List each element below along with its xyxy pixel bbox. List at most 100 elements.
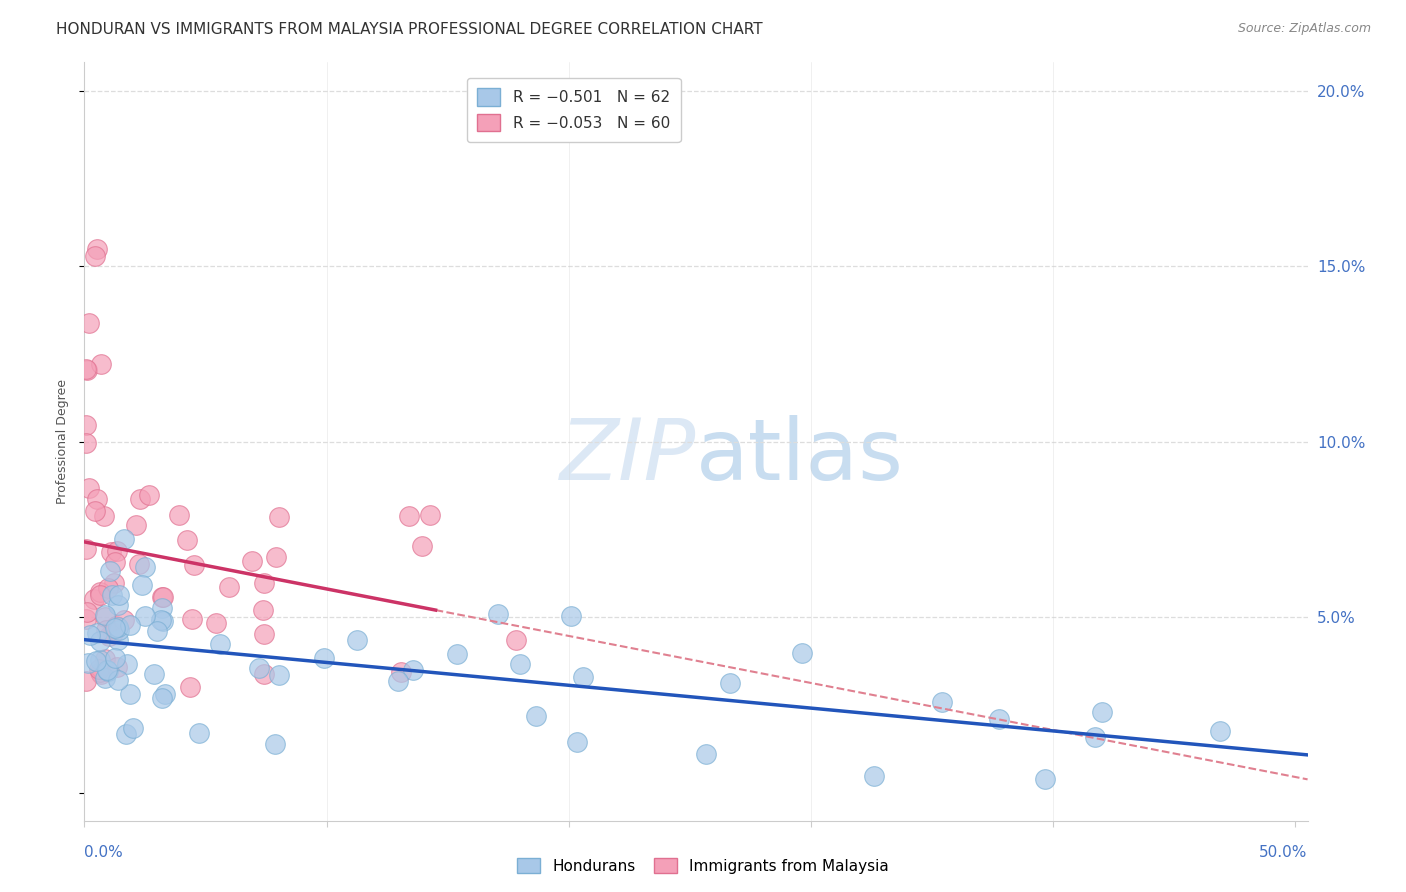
Y-axis label: Professional Degree: Professional Degree <box>56 379 69 504</box>
Point <box>240 554 263 568</box>
Point <box>169 508 191 522</box>
Point <box>89 585 111 599</box>
Point <box>77 481 100 495</box>
Point <box>486 607 509 621</box>
Point <box>134 560 156 574</box>
Point <box>411 540 433 554</box>
Point <box>86 242 108 256</box>
Text: 0.0%: 0.0% <box>84 846 124 860</box>
Point <box>179 680 201 694</box>
Point <box>264 737 287 751</box>
Point <box>264 549 287 564</box>
Point <box>505 632 527 647</box>
Point <box>86 625 108 640</box>
Point <box>138 487 160 501</box>
Point <box>188 725 211 739</box>
Point <box>83 504 105 518</box>
Point <box>77 316 100 330</box>
Point <box>105 619 128 633</box>
Point <box>128 557 150 571</box>
Point <box>89 633 111 648</box>
Point <box>267 510 290 524</box>
Point <box>155 687 177 701</box>
Point <box>100 545 122 559</box>
Point <box>152 615 174 629</box>
Text: Source: ZipAtlas.com: Source: ZipAtlas.com <box>1237 22 1371 36</box>
Point <box>98 564 121 578</box>
Text: HONDURAN VS IMMIGRANTS FROM MALAYSIA PROFESSIONAL DEGREE CORRELATION CHART: HONDURAN VS IMMIGRANTS FROM MALAYSIA PRO… <box>56 22 763 37</box>
Point <box>84 250 107 264</box>
Point <box>97 581 120 595</box>
Point <box>150 600 173 615</box>
Point <box>103 650 125 665</box>
Point <box>75 612 97 626</box>
Point <box>183 558 205 573</box>
Point <box>387 674 409 689</box>
Point <box>252 602 274 616</box>
Legend: Hondurans, Immigrants from Malaysia: Hondurans, Immigrants from Malaysia <box>512 852 894 880</box>
Point <box>931 695 953 709</box>
Point <box>1084 731 1107 745</box>
Point <box>152 591 174 605</box>
Point <box>718 676 741 690</box>
Point <box>75 436 97 450</box>
Text: 50.0%: 50.0% <box>1260 846 1308 860</box>
Point <box>94 652 117 666</box>
Point <box>509 657 531 671</box>
Text: ZIP: ZIP <box>560 415 696 499</box>
Point <box>1033 772 1056 787</box>
Point <box>205 616 228 631</box>
Point <box>79 628 101 642</box>
Point <box>76 605 98 619</box>
Point <box>89 588 111 602</box>
Point <box>107 633 129 648</box>
Point <box>152 690 174 705</box>
Point <box>129 492 152 507</box>
Point <box>90 357 112 371</box>
Point <box>389 665 412 679</box>
Point <box>107 673 129 687</box>
Point <box>143 667 166 681</box>
Point <box>83 591 105 606</box>
Point <box>94 671 117 685</box>
Point <box>75 673 97 688</box>
Point <box>107 623 129 637</box>
Point <box>105 660 128 674</box>
Point <box>87 662 110 676</box>
Point <box>75 542 97 557</box>
Point <box>75 418 97 433</box>
Point <box>112 613 135 627</box>
Point <box>176 533 198 547</box>
Point <box>346 632 368 647</box>
Point <box>312 651 335 665</box>
Point <box>988 712 1011 726</box>
Point <box>94 623 117 637</box>
Point <box>120 688 142 702</box>
Point <box>105 544 128 558</box>
Point <box>218 580 240 594</box>
Point <box>524 708 547 723</box>
Point <box>76 363 98 377</box>
Point <box>115 657 138 672</box>
Point <box>89 653 111 667</box>
Point <box>101 626 124 640</box>
Point <box>863 769 886 783</box>
Point <box>84 654 107 668</box>
Point <box>398 508 420 523</box>
Point <box>145 624 167 638</box>
Point <box>208 637 231 651</box>
Point <box>90 667 112 681</box>
Point <box>103 576 125 591</box>
Point <box>267 667 290 681</box>
Point <box>120 618 142 632</box>
Point <box>253 575 276 590</box>
Point <box>107 620 129 634</box>
Point <box>131 577 153 591</box>
Point <box>402 663 425 677</box>
Point <box>86 491 108 506</box>
Point <box>94 610 117 624</box>
Point <box>446 647 468 661</box>
Point <box>419 508 441 522</box>
Point <box>104 555 127 569</box>
Point <box>75 362 97 376</box>
